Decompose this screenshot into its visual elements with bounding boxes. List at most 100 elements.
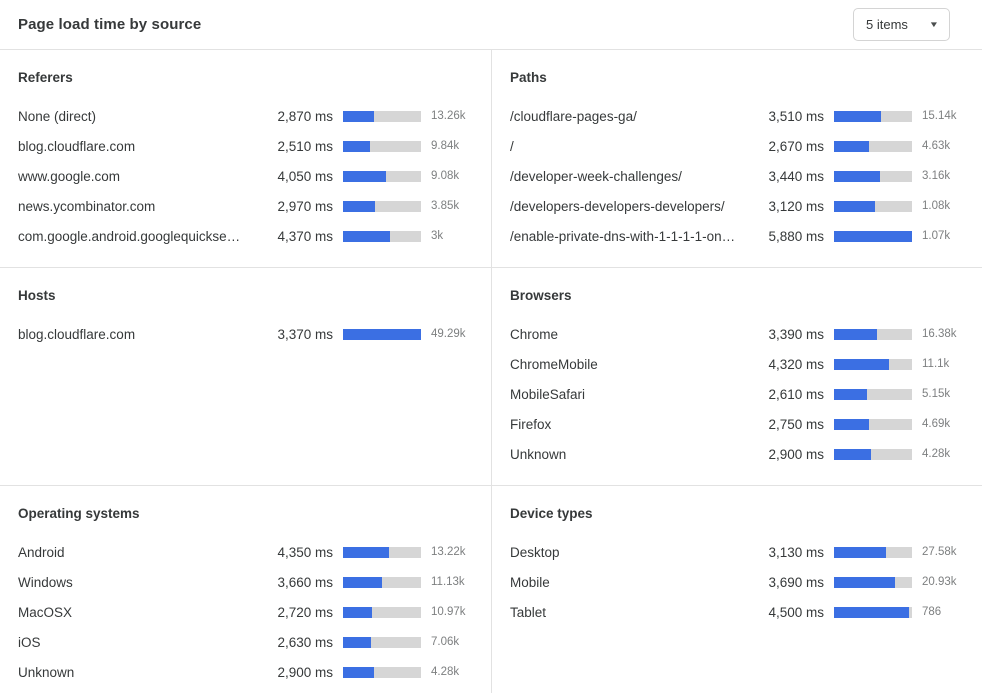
- panel-device-types: Device types Desktop 3,130 ms 27.58k Mobile 3…: [491, 485, 982, 693]
- bar-fill: [343, 230, 390, 242]
- row-time: 3,370 ms: [277, 326, 333, 342]
- row-time: 4,500 ms: [768, 604, 824, 620]
- row-time: 2,510 ms: [277, 138, 333, 154]
- row-time: 4,320 ms: [768, 356, 824, 372]
- row-count: 3.16k: [922, 170, 951, 182]
- bar-track: [343, 110, 421, 122]
- row-label: Firefox: [510, 416, 552, 432]
- bar-track: [834, 230, 912, 242]
- row-label: www.google.com: [18, 168, 121, 184]
- page-title: Page load time by source: [18, 16, 202, 33]
- bar-track: [343, 200, 421, 212]
- row-time: 2,630 ms: [277, 634, 333, 650]
- row-label: iOS: [18, 634, 41, 650]
- row-time: 3,390 ms: [768, 326, 824, 342]
- bar-fill: [343, 546, 389, 558]
- row-count: 9.84k: [431, 140, 460, 152]
- bar-fill: [343, 200, 375, 212]
- row-label: /: [510, 138, 514, 154]
- bar-track: [834, 388, 912, 400]
- metric-row: www.google.com 4,050 ms 9.08k: [18, 161, 481, 191]
- bar-fill: [834, 170, 880, 182]
- bar-track: [343, 546, 421, 558]
- bar-track: [834, 448, 912, 460]
- bar-track: [343, 636, 421, 648]
- row-time: 4,370 ms: [277, 228, 333, 244]
- row-count: 5.15k: [922, 388, 951, 400]
- row-time: 3,510 ms: [768, 108, 824, 124]
- bar-track: [834, 328, 912, 340]
- row-label: MobileSafari: [510, 386, 586, 402]
- panel-paths: Paths/cloudflare-pages-ga/3,510 ms 15.14k…: [491, 50, 982, 267]
- row-count: 27.58k: [922, 546, 957, 558]
- metric-row: Firefox 2,750 ms 4.69k: [510, 409, 972, 439]
- row-label: blog.cloudflare.com: [18, 138, 136, 154]
- bar-fill: [834, 418, 870, 430]
- row-time: 3,120 ms: [768, 198, 824, 214]
- bar-fill: [343, 110, 374, 122]
- bar-track: [834, 358, 912, 370]
- panel-referers: Referers None (direct) 2,870 ms 13.26k blog.…: [0, 50, 491, 267]
- row-label: /developers-developers-developers/: [510, 198, 725, 214]
- metric-row: Chrome 3,390 ms 16.38k: [510, 319, 972, 349]
- row-time: 2,900 ms: [768, 446, 824, 462]
- row-time: 5,880 ms: [768, 228, 824, 244]
- bar-fill: [834, 328, 878, 340]
- row-time: 4,350 ms: [277, 544, 333, 560]
- row-count: 13.22k: [431, 546, 466, 558]
- metric-row: ChromeMobile 4,320 ms 11.1k: [510, 349, 972, 379]
- bar-fill: [834, 110, 881, 122]
- row-time: 2,750 ms: [768, 416, 824, 432]
- bar-track: [834, 110, 912, 122]
- panel-title-hosts: Hosts: [18, 288, 56, 303]
- row-label: Chrome: [510, 326, 559, 342]
- bar-track: [343, 230, 421, 242]
- row-count: 4.69k: [922, 418, 951, 430]
- items-count-dropdown[interactable]: 5 items ▼: [853, 8, 950, 41]
- bar-track: [343, 576, 421, 588]
- bar-track: [834, 140, 912, 152]
- bar-track: [834, 170, 912, 182]
- row-label: blog.cloudflare.com: [18, 326, 136, 342]
- row-label: Mobile: [510, 574, 550, 590]
- row-count: 13.26k: [431, 110, 466, 122]
- panel-hosts: Hosts blog.cloudflare.com 3,370 ms 49.29k: [0, 267, 491, 485]
- row-label: ChromeMobile: [510, 356, 598, 372]
- row-label: Unknown: [510, 446, 567, 462]
- bar-fill: [343, 170, 387, 182]
- metric-row: None (direct) 2,870 ms 13.26k: [18, 101, 481, 131]
- bar-fill: [834, 388, 868, 400]
- bar-fill: [834, 448, 872, 460]
- bar-fill: [834, 230, 912, 242]
- metric-row: Unknown 2,900 ms 4.28k: [18, 657, 481, 687]
- panel-title-browsers: Browsers: [510, 288, 572, 303]
- metric-row: blog.cloudflare.com 3,370 ms 49.29k: [18, 319, 481, 349]
- row-count: 16.38k: [922, 328, 957, 340]
- panel-title-paths: Paths: [510, 70, 547, 85]
- row-time: 2,870 ms: [277, 108, 333, 124]
- row-time: 2,900 ms: [277, 664, 333, 680]
- bar-track: [834, 546, 912, 558]
- panel-operating-systems: Operating systems Android 4,350 ms 13.22k Wi…: [0, 485, 491, 693]
- bar-track: [834, 576, 912, 588]
- metric-row: com.google.android.googlequicksearc… 4,37…: [18, 221, 481, 251]
- row-time: 2,670 ms: [768, 138, 824, 154]
- metric-row: Android 4,350 ms 13.22k: [18, 537, 481, 567]
- metric-row: Mobile 3,690 ms 20.93k: [510, 567, 972, 597]
- metric-row: news.ycombinator.com 2,970 ms 3.85k: [18, 191, 481, 221]
- row-count: 20.93k: [922, 576, 957, 588]
- metric-row: blog.cloudflare.com 2,510 ms 9.84k: [18, 131, 481, 161]
- row-count: 3k: [431, 230, 444, 242]
- row-label: /developer-week-challenges/: [510, 168, 682, 184]
- row-label: /cloudflare-pages-ga/: [510, 108, 637, 124]
- bar-fill: [343, 666, 374, 678]
- metric-row: /developers-developers-developers/3,120 …: [510, 191, 972, 221]
- metric-row: /developer-week-challenges/3,440 ms 3.16k: [510, 161, 972, 191]
- row-label: Desktop: [510, 544, 560, 560]
- chevron-down-icon: ▼: [928, 20, 940, 29]
- panel-browsers: Browsers Chrome 3,390 ms 16.38k ChromeMobile…: [491, 267, 982, 485]
- row-count: 9.08k: [431, 170, 460, 182]
- row-label: com.google.android.googlequicksearc…: [18, 228, 253, 244]
- metric-row: Windows 3,660 ms 11.13k: [18, 567, 481, 597]
